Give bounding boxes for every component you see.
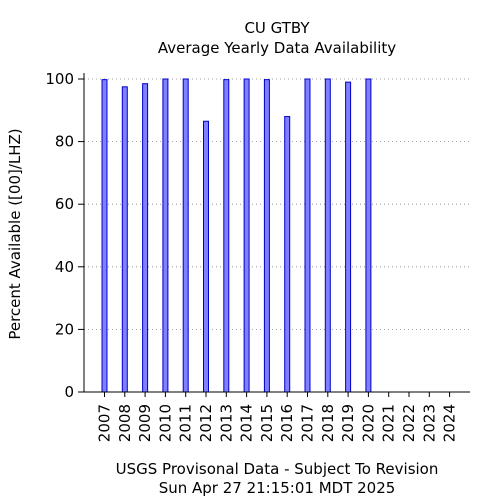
bar-2019 — [345, 81, 352, 393]
bar-2008 — [121, 86, 128, 393]
bar-2020 — [365, 78, 372, 393]
bar-2016 — [284, 116, 291, 393]
y-tick-label: 40 — [55, 258, 74, 276]
y-axis-label: Percent Available ([00]/LHZ) — [6, 128, 24, 339]
bar-2007 — [101, 79, 108, 393]
bar-2015 — [263, 79, 270, 393]
bar-2012 — [203, 120, 209, 393]
bar-2018 — [324, 78, 331, 393]
bars — [101, 78, 372, 393]
x-tick-label-2012: 2012 — [197, 404, 215, 442]
x-tick-label-2018: 2018 — [319, 404, 337, 442]
bar-2010 — [162, 78, 169, 393]
x-tick-label-2023: 2023 — [420, 404, 438, 442]
y-tick-label: 80 — [55, 133, 74, 151]
y-tick-label: 60 — [55, 195, 74, 213]
y-tick-label: 0 — [64, 383, 74, 401]
bar-2009 — [142, 83, 149, 393]
y-tick-label: 100 — [45, 70, 74, 88]
x-tick-label-2013: 2013 — [217, 404, 235, 442]
x-tick-label-2022: 2022 — [400, 404, 418, 442]
x-tick-label-2015: 2015 — [258, 404, 276, 442]
chart-subtitle: Average Yearly Data Availability — [158, 39, 396, 57]
x-tick-label-2008: 2008 — [116, 404, 134, 442]
x-tick-label-2014: 2014 — [238, 404, 256, 442]
bar-2011 — [182, 78, 189, 393]
x-ticks: 2007 2008 2009 2010 2011 2012 2013 2014 2015 2016… — [96, 392, 459, 442]
x-tick-label-2024: 2024 — [441, 404, 459, 442]
x-tick-label-2009: 2009 — [136, 404, 154, 442]
x-tick-label-2021: 2021 — [380, 404, 398, 442]
x-tick-label-2020: 2020 — [359, 404, 377, 442]
x-tick-label-2019: 2019 — [339, 404, 357, 442]
footer-timestamp: Sun Apr 27 21:15:01 MDT 2025 — [159, 479, 396, 497]
bar-2013 — [223, 79, 230, 393]
x-tick-label-2007: 2007 — [96, 404, 114, 442]
x-tick-label-2016: 2016 — [278, 404, 296, 442]
chart-title: CU GTBY — [244, 19, 310, 37]
bar-2014 — [243, 78, 250, 393]
footer-disclaimer: USGS Provisonal Data - Subject To Revisi… — [116, 460, 439, 478]
x-tick-label-2010: 2010 — [156, 404, 174, 442]
axes — [83, 73, 470, 393]
x-tick-label-2017: 2017 — [299, 404, 317, 442]
y-ticks: 0 20 40 60 80 100 — [45, 70, 84, 401]
gridlines — [84, 78, 470, 330]
x-tick-label-2011: 2011 — [177, 404, 195, 442]
y-tick-label: 20 — [55, 320, 74, 338]
bar-2017 — [304, 78, 311, 393]
